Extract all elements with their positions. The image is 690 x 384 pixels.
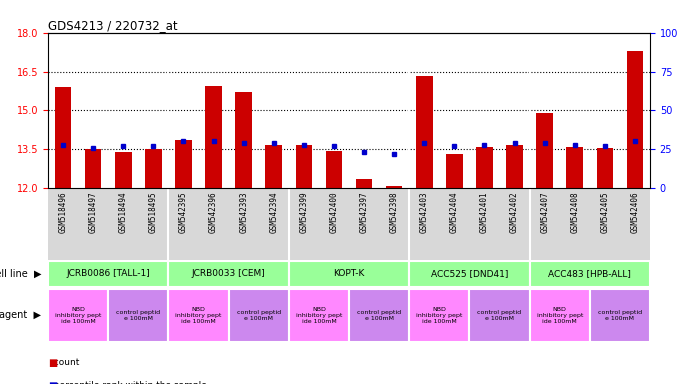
Bar [446, 154, 462, 188]
Bar [266, 146, 282, 188]
Text: ■: ■ [48, 381, 57, 384]
Text: control peptid
e 100mM: control peptid e 100mM [598, 310, 642, 321]
Text: count: count [48, 358, 79, 367]
Bar [175, 140, 192, 188]
Text: GSM542393: GSM542393 [239, 192, 248, 233]
Text: control peptid
e 100mM: control peptid e 100mM [116, 310, 160, 321]
Text: GSM518495: GSM518495 [149, 192, 158, 233]
Text: GSM542408: GSM542408 [570, 192, 579, 233]
Text: NBD
inhibitory pept
ide 100mM: NBD inhibitory pept ide 100mM [296, 307, 342, 324]
Bar [590, 289, 650, 342]
Text: control peptid
e 100mM: control peptid e 100mM [237, 310, 281, 321]
Bar [289, 289, 349, 342]
Bar [566, 147, 583, 188]
Bar [476, 147, 493, 188]
Text: GSM542395: GSM542395 [179, 192, 188, 233]
Bar [469, 289, 530, 342]
Text: GSM542394: GSM542394 [269, 192, 278, 233]
Bar [627, 51, 643, 188]
Bar [597, 148, 613, 188]
Bar [108, 289, 168, 342]
Text: JCRB0086 [TALL-1]: JCRB0086 [TALL-1] [66, 270, 150, 278]
Text: GSM542405: GSM542405 [600, 192, 609, 233]
Text: NBD
inhibitory pept
ide 100mM: NBD inhibitory pept ide 100mM [537, 307, 583, 324]
Bar [326, 151, 342, 188]
Bar [409, 289, 469, 342]
Text: GSM518496: GSM518496 [59, 192, 68, 233]
Bar [145, 149, 161, 188]
Text: GSM542403: GSM542403 [420, 192, 428, 233]
Bar [55, 87, 71, 188]
Bar [506, 146, 523, 188]
Bar [85, 149, 101, 188]
Text: cell line  ▶: cell line ▶ [0, 269, 41, 279]
Bar [416, 76, 433, 188]
Text: GSM542404: GSM542404 [450, 192, 459, 233]
Text: GDS4213 / 220732_at: GDS4213 / 220732_at [48, 19, 177, 32]
Bar [409, 261, 530, 288]
Text: GSM542396: GSM542396 [209, 192, 218, 233]
Bar [289, 261, 409, 288]
Text: percentile rank within the sample: percentile rank within the sample [48, 381, 207, 384]
Bar [48, 261, 168, 288]
Text: control peptid
e 100mM: control peptid e 100mM [477, 310, 522, 321]
Text: GSM542398: GSM542398 [390, 192, 399, 233]
Text: JCRB0033 [CEM]: JCRB0033 [CEM] [192, 270, 266, 278]
Bar [349, 289, 409, 342]
Text: GSM542399: GSM542399 [299, 192, 308, 233]
Text: GSM518494: GSM518494 [119, 192, 128, 233]
Text: control peptid
e 100mM: control peptid e 100mM [357, 310, 401, 321]
Text: GSM518497: GSM518497 [88, 192, 98, 233]
Bar [48, 289, 108, 342]
Text: GSM542400: GSM542400 [329, 192, 339, 233]
Bar [205, 86, 221, 188]
Bar [168, 289, 228, 342]
Bar [295, 146, 312, 188]
Text: NBD
inhibitory pept
ide 100mM: NBD inhibitory pept ide 100mM [175, 307, 221, 324]
Bar [168, 261, 289, 288]
Text: GSM542402: GSM542402 [510, 192, 519, 233]
Bar [356, 179, 373, 188]
Text: KOPT-K: KOPT-K [333, 270, 365, 278]
Text: GSM542401: GSM542401 [480, 192, 489, 233]
Text: ■: ■ [48, 358, 57, 368]
Text: agent  ▶: agent ▶ [0, 311, 41, 321]
Bar [115, 152, 132, 188]
Bar [530, 261, 650, 288]
Bar [228, 289, 289, 342]
Text: GSM542397: GSM542397 [359, 192, 368, 233]
Text: ACC483 [HPB-ALL]: ACC483 [HPB-ALL] [549, 270, 631, 278]
Bar [530, 289, 590, 342]
Bar [386, 186, 402, 188]
Text: GSM542406: GSM542406 [631, 192, 640, 233]
Text: NBD
inhibitory pept
ide 100mM: NBD inhibitory pept ide 100mM [55, 307, 101, 324]
Text: NBD
inhibitory pept
ide 100mM: NBD inhibitory pept ide 100mM [416, 307, 462, 324]
Text: GSM542407: GSM542407 [540, 192, 549, 233]
Bar [536, 113, 553, 188]
Bar [235, 93, 252, 188]
Text: ACC525 [DND41]: ACC525 [DND41] [431, 270, 508, 278]
